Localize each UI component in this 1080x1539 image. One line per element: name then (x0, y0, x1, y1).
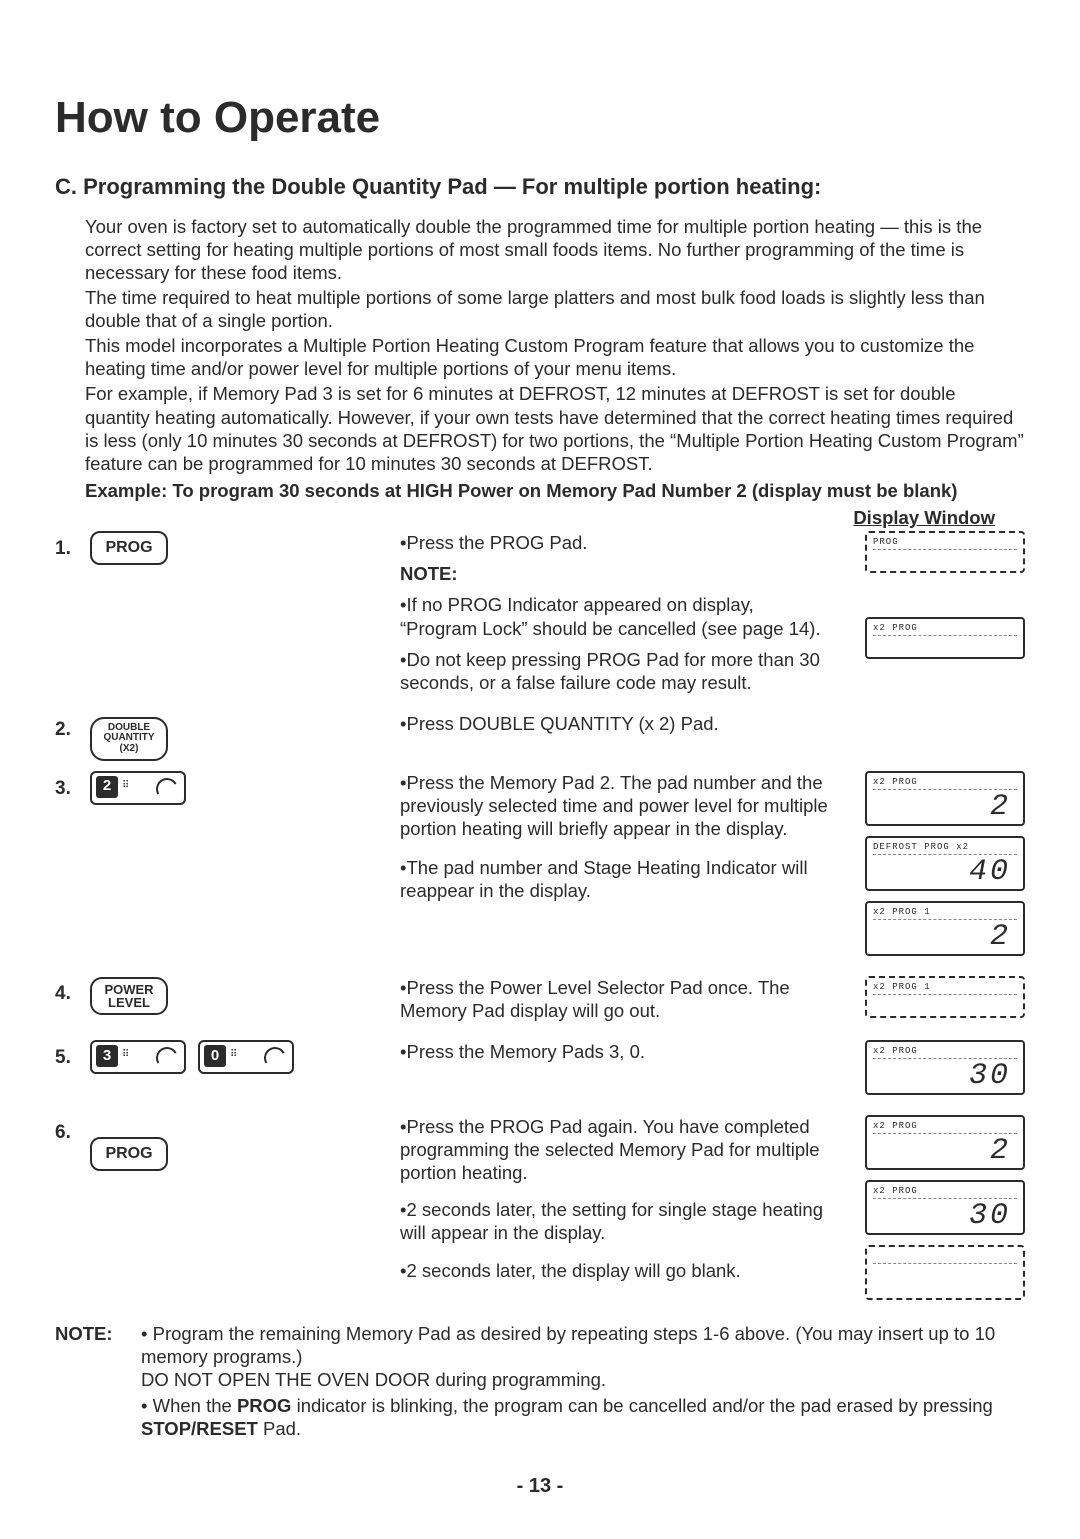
step-display-col: PROG x2 PROG (845, 531, 1025, 669)
intro-p3: This model incorporates a Multiple Porti… (85, 334, 1025, 380)
power-level-pad[interactable]: POWER LEVEL (90, 977, 168, 1015)
arc-icon (154, 1044, 181, 1071)
display-segment: 2 (873, 1136, 1017, 1166)
step-display-col: x2 PROG 30 (845, 1040, 1025, 1105)
step-text-col: •Press DOUBLE QUANTITY (x 2) Pad. (400, 712, 845, 743)
memory-pad-digit: 3 (96, 1045, 118, 1067)
intro-p1: Your oven is factory set to automaticall… (85, 215, 1025, 284)
display-indicator: x2 PROG (873, 1186, 1017, 1199)
display-indicator: x2 PROG (873, 777, 1017, 790)
note-label: NOTE: (55, 1322, 127, 1444)
step6-line-c: •2 seconds later, the display will go bl… (400, 1259, 833, 1282)
display-segment: 2 (873, 792, 1017, 822)
display-window: x2 PROG 30 (865, 1180, 1025, 1235)
display-indicator: PROG (873, 537, 1017, 550)
memory-pad-3[interactable]: 3 ⠿ (90, 1040, 186, 1074)
prog-pad[interactable]: PROG (90, 1137, 168, 1171)
step-5: 5. 3 ⠿ 0 ⠿ •Press the Memory Pads 3, 0. … (55, 1040, 1025, 1105)
intro-p4: For example, if Memory Pad 3 is set for … (85, 382, 1025, 475)
display-window: x2 PROG 2 (865, 771, 1025, 826)
display-window: x2 PROG 1 2 (865, 901, 1025, 956)
step-pad-col: PROG (90, 1115, 400, 1171)
step-text-col: •Press the Memory Pad 2. The pad number … (400, 771, 845, 911)
step4-line: •Press the Power Level Selector Pad once… (400, 976, 833, 1022)
display-segment: 30 (873, 1201, 1017, 1231)
step-pad-col: 3 ⠿ 0 ⠿ (90, 1040, 400, 1079)
display-indicator: DEFROST PROG x2 (873, 842, 1017, 855)
memory-pad-2[interactable]: 2 ⠿ (90, 771, 186, 805)
display-indicator: x2 PROG 1 (873, 907, 1017, 920)
intro-block: Your oven is factory set to automaticall… (85, 215, 1025, 475)
step-text-col: •Press the PROG Pad again. You have comp… (400, 1115, 845, 1290)
display-indicator (873, 1251, 1017, 1264)
step-6: 6. PROG •Press the PROG Pad again. You h… (55, 1115, 1025, 1310)
step-2: 2. DOUBLE QUANTITY (X2) •Press DOUBLE QU… (55, 712, 1025, 761)
display-window-header: Display Window (55, 506, 995, 529)
display-indicator: x2 PROG 1 (873, 982, 1017, 995)
step-number: 2. (55, 712, 90, 742)
step-number: 6. (55, 1115, 90, 1145)
braille-dots-icon: ⠿ (122, 1049, 131, 1062)
section-heading: C. Programming the Double Quantity Pad —… (55, 173, 1025, 201)
memory-pad-0[interactable]: 0 ⠿ (198, 1040, 294, 1074)
step-number: 1. (55, 531, 90, 561)
step1-line-d: •Do not keep pressing PROG Pad for more … (400, 648, 833, 694)
display-window: PROG (865, 531, 1025, 573)
braille-dots-icon: ⠿ (230, 1049, 239, 1062)
step-1: 1. PROG •Press the PROG Pad. NOTE: •If n… (55, 531, 1025, 702)
step-pad-col: 2 ⠿ (90, 771, 400, 810)
step-pad-col: DOUBLE QUANTITY (X2) (90, 712, 400, 761)
memory-pad-digit: 0 (204, 1045, 226, 1067)
prog-pad[interactable]: PROG (90, 531, 168, 565)
step1-line-c: •If no PROG Indicator appeared on displa… (400, 593, 833, 639)
double-quantity-pad[interactable]: DOUBLE QUANTITY (X2) (90, 717, 168, 761)
display-window: DEFROST PROG x2 40 (865, 836, 1025, 891)
step3-line-a: •Press the Memory Pad 2. The pad number … (400, 771, 833, 840)
example-line: Example: To program 30 seconds at HIGH P… (85, 479, 1025, 502)
step5-line: •Press the Memory Pads 3, 0. (400, 1040, 833, 1063)
braille-dots-icon: ⠿ (122, 780, 131, 793)
display-window: x2 PROG 30 (865, 1040, 1025, 1095)
step-4: 4. POWER LEVEL •Press the Power Level Se… (55, 976, 1025, 1030)
step-text-col: •Press the Power Level Selector Pad once… (400, 976, 845, 1030)
display-segment: 30 (873, 1061, 1017, 1091)
display-window: x2 PROG 2 (865, 1115, 1025, 1170)
step-text-col: •Press the Memory Pads 3, 0. (400, 1040, 845, 1071)
step6-line-a: •Press the PROG Pad again. You have comp… (400, 1115, 833, 1184)
step-number: 5. (55, 1040, 90, 1070)
display-indicator: x2 PROG (873, 623, 1017, 636)
step3-line-b: •The pad number and Stage Heating Indica… (400, 856, 833, 902)
arc-icon (262, 1044, 289, 1071)
step2-line: •Press DOUBLE QUANTITY (x 2) Pad. (400, 712, 833, 735)
step-pad-col: PROG (90, 531, 400, 565)
intro-p2: The time required to heat multiple porti… (85, 286, 1025, 332)
step1-line-b: NOTE: (400, 562, 833, 585)
display-indicator: x2 PROG (873, 1121, 1017, 1134)
step-display-col: x2 PROG 1 (845, 976, 1025, 1028)
display-indicator: x2 PROG (873, 1046, 1017, 1059)
step-display-col: x2 PROG 2 x2 PROG 30 (845, 1115, 1025, 1310)
notes-block: NOTE: Program the remaining Memory Pad a… (55, 1322, 1025, 1444)
display-segment: 2 (873, 922, 1017, 952)
page-number: - 13 - (55, 1474, 1025, 1499)
step1-line-a: •Press the PROG Pad. (400, 531, 833, 554)
display-window: x2 PROG 1 (865, 976, 1025, 1018)
step-text-col: •Press the PROG Pad. NOTE: •If no PROG I… (400, 531, 845, 702)
arc-icon (154, 775, 181, 802)
memory-pad-digit: 2 (96, 776, 118, 798)
note-item: When the PROG indicator is blinking, the… (141, 1394, 1025, 1440)
step-pad-col: POWER LEVEL (90, 976, 400, 1016)
page-title: How to Operate (55, 90, 1025, 145)
step6-line-b: •2 seconds later, the setting for single… (400, 1198, 833, 1244)
step-number: 4. (55, 976, 90, 1006)
note-item: Program the remaining Memory Pad as desi… (141, 1322, 1025, 1391)
step-3: 3. 2 ⠿ •Press the Memory Pad 2. The pad … (55, 771, 1025, 966)
display-window-blank (865, 1245, 1025, 1300)
display-window: x2 PROG (865, 617, 1025, 659)
steps-list: 1. PROG •Press the PROG Pad. NOTE: •If n… (55, 531, 1025, 1310)
step-display-col: x2 PROG 2 DEFROST PROG x2 40 x2 PROG 1 2 (845, 771, 1025, 966)
step-number: 3. (55, 771, 90, 801)
display-segment: 40 (873, 857, 1017, 887)
note-list: Program the remaining Memory Pad as desi… (127, 1322, 1025, 1444)
